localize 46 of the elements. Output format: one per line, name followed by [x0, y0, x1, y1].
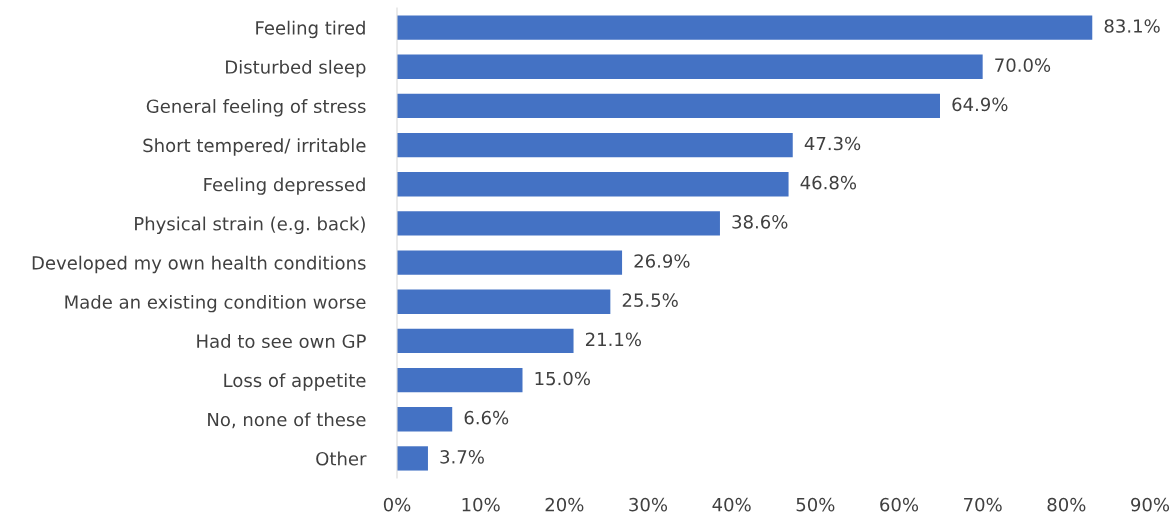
x-tick-label: 60%	[880, 497, 919, 512]
y-tick-label: Feeling depressed	[204, 177, 365, 195]
bar	[397, 289, 611, 314]
y-tick-label: Feeling tired	[256, 20, 365, 39]
y-tick-label: Developed my own health conditions	[32, 255, 366, 274]
data-label: 26.9%	[634, 254, 690, 268]
y-tick-label: Physical strain (e.g. back)	[135, 216, 365, 235]
data-label: 15.0%	[535, 371, 590, 386]
bar	[397, 328, 574, 354]
bar	[397, 211, 720, 236]
data-label: 25.5%	[622, 293, 678, 307]
data-label: 47.3%	[804, 136, 861, 151]
x-tick-label: 90%	[1131, 497, 1170, 512]
x-tick-label: 10%	[462, 497, 500, 512]
x-tick-label: 40%	[712, 497, 751, 512]
y-tick-label: Had to see own GP	[197, 334, 366, 349]
y-tick-label: Loss of appetite	[224, 373, 366, 391]
data-label: 83.1%	[1104, 19, 1160, 33]
data-label: 3.7%	[440, 450, 484, 464]
y-tick-label: Disturbed sleep	[226, 59, 366, 78]
y-tick-label: Made an existing condition worse	[65, 294, 366, 313]
x-tick-label: 0%	[383, 497, 411, 512]
bar	[397, 250, 623, 275]
bar	[397, 367, 523, 393]
bar	[397, 15, 1093, 40]
x-tick-label: 70%	[964, 497, 1002, 512]
bar	[397, 132, 793, 158]
y-tick-label: General feeling of stress	[146, 99, 366, 117]
bar	[397, 54, 983, 79]
data-label: 21.1%	[585, 332, 642, 347]
data-label: 64.9%	[952, 97, 1008, 112]
bar	[397, 172, 789, 197]
data-label: 6.6%	[464, 410, 509, 425]
data-label: 38.6%	[732, 215, 788, 229]
data-label: 70.0%	[995, 58, 1051, 72]
y-tick-label: Other	[316, 451, 367, 466]
y-tick-label: Short tempered/ irritable	[143, 138, 366, 156]
data-label: 46.8%	[800, 175, 857, 190]
x-tick-label: 80%	[1047, 497, 1086, 512]
bar	[397, 407, 453, 432]
y-tick-label: No, none of these	[208, 412, 366, 429]
x-tick-label: 50%	[796, 497, 835, 512]
x-tick-label: 20%	[545, 497, 584, 512]
bar	[397, 93, 940, 119]
bar	[397, 446, 428, 471]
x-tick-label: 30%	[629, 497, 668, 512]
